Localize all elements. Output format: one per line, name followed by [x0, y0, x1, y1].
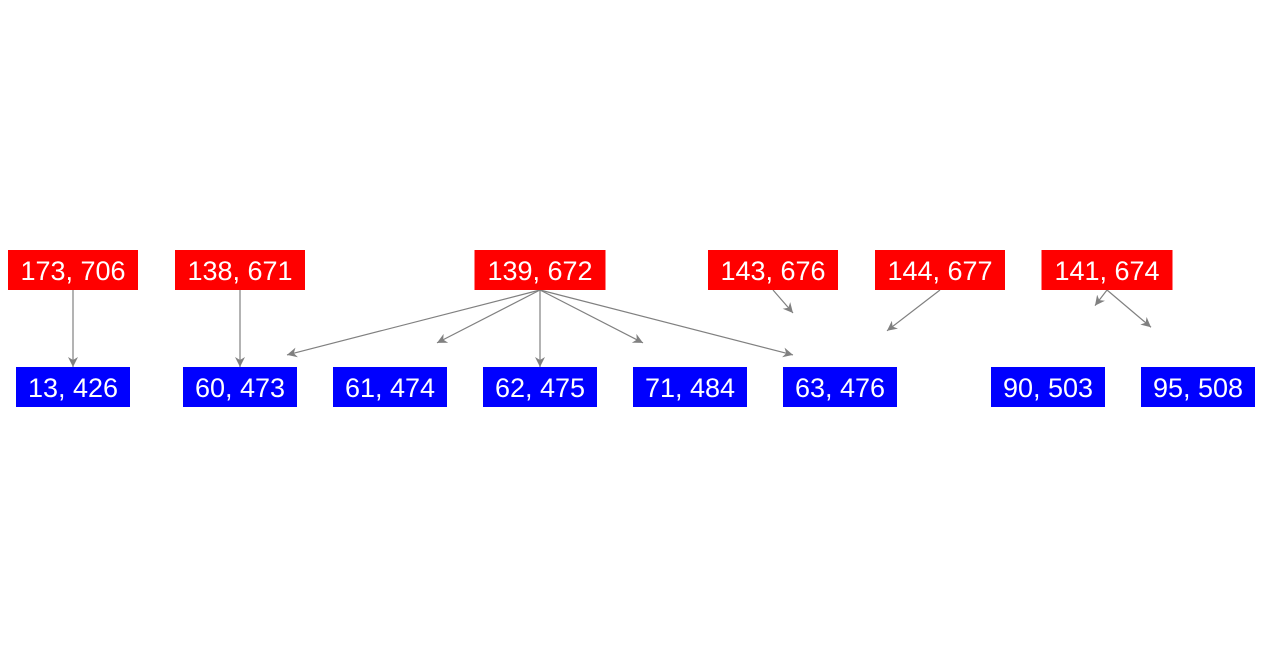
edge — [886, 289, 941, 332]
node: 141, 674 — [1041, 250, 1173, 290]
node-label: 144, 677 — [887, 256, 992, 286]
node: 13, 426 — [16, 367, 130, 407]
node-box — [875, 250, 1005, 290]
node-label: 60, 473 — [195, 373, 285, 403]
node-label: 139, 672 — [487, 256, 592, 286]
edge — [772, 289, 794, 314]
node-box — [1141, 367, 1255, 407]
node: 63, 476 — [783, 367, 897, 407]
node-label: 138, 671 — [187, 256, 292, 286]
node-box — [708, 250, 838, 290]
node-label: 71, 484 — [645, 373, 735, 403]
edge — [286, 289, 541, 358]
nodes: 173, 706 138, 671 139, 672 143, 676 144, 677… — [8, 250, 1255, 407]
edge — [539, 289, 644, 344]
node-box — [633, 367, 747, 407]
node-label: 90, 503 — [1003, 373, 1093, 403]
node-label: 143, 676 — [720, 256, 825, 286]
node: 60, 473 — [183, 367, 297, 407]
edges — [68, 289, 1152, 367]
node: 138, 671 — [175, 250, 305, 290]
node-box — [474, 250, 606, 290]
edge — [1106, 289, 1152, 328]
node-box — [16, 367, 130, 407]
node-box — [333, 367, 447, 407]
node: 173, 706 — [8, 250, 138, 290]
node: 143, 676 — [708, 250, 838, 290]
node-box — [991, 367, 1105, 407]
node-label: 13, 426 — [28, 373, 118, 403]
edge — [436, 289, 541, 344]
node-box — [483, 367, 597, 407]
node: 90, 503 — [991, 367, 1105, 407]
node-box — [183, 367, 297, 407]
node-label: 173, 706 — [20, 256, 125, 286]
node-label: 95, 508 — [1153, 373, 1243, 403]
node-label: 141, 674 — [1054, 256, 1159, 286]
node: 95, 508 — [1141, 367, 1255, 407]
node-box — [783, 367, 897, 407]
node-label: 61, 474 — [345, 373, 435, 403]
edge — [1094, 289, 1108, 307]
node-label: 63, 476 — [795, 373, 885, 403]
node: 139, 672 — [474, 250, 606, 290]
edge — [539, 289, 794, 358]
node: 62, 475 — [483, 367, 597, 407]
node: 144, 677 — [875, 250, 1005, 290]
node: 61, 474 — [333, 367, 447, 407]
node-box — [175, 250, 305, 290]
node-box — [8, 250, 138, 290]
node-label: 62, 475 — [495, 373, 585, 403]
node: 71, 484 — [633, 367, 747, 407]
node-box — [1041, 250, 1173, 290]
